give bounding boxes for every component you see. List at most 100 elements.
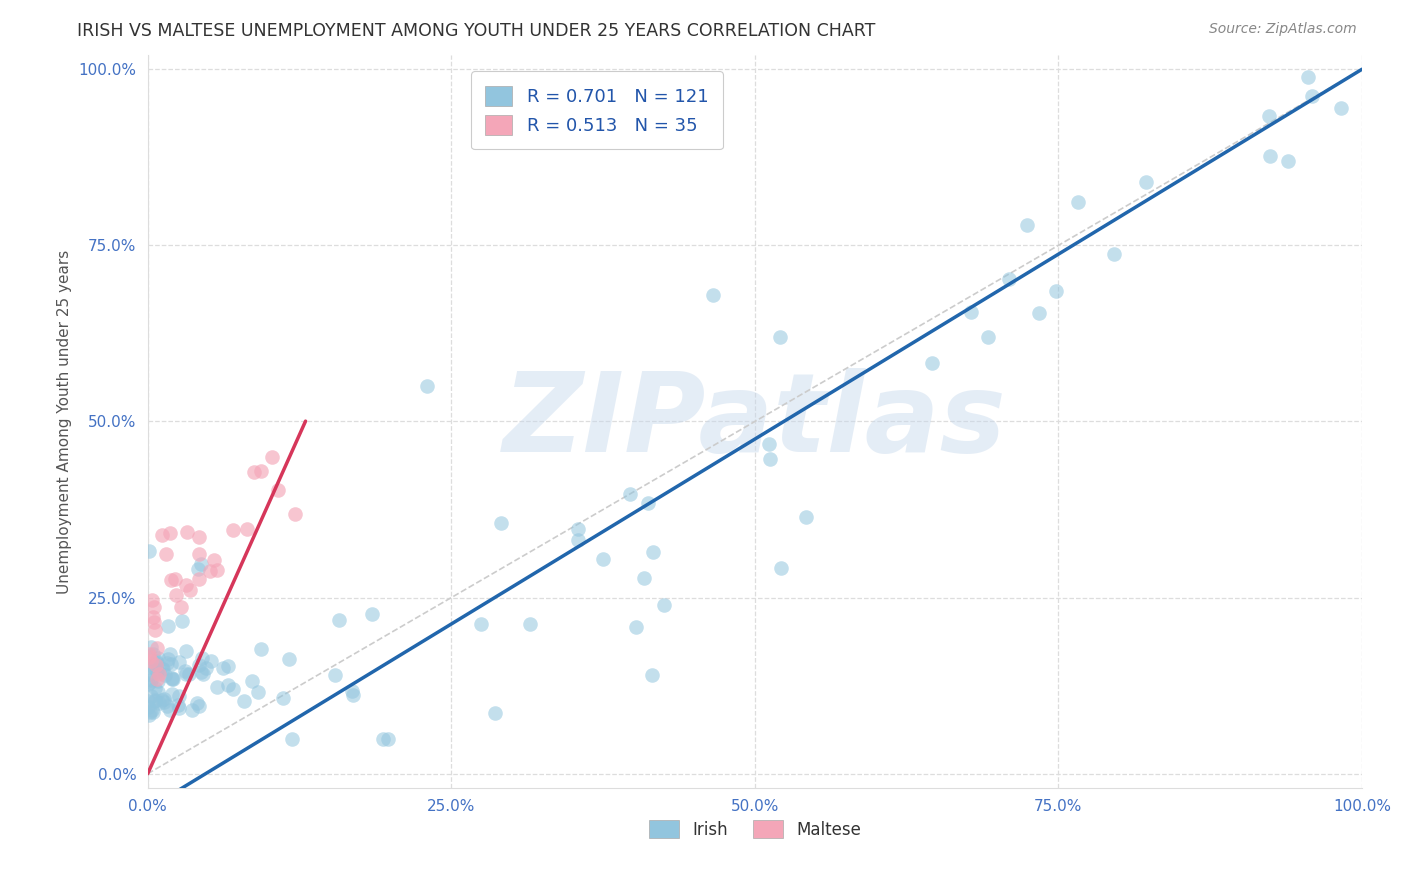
Point (377, 731, 399, 746)
Point (284, 508, 307, 522)
Point (247, 685, 270, 699)
Point (624, 620, 647, 634)
Point (567, 533, 589, 548)
Point (139, 674, 162, 689)
Point (165, 589, 187, 603)
Point (1067, 195, 1090, 210)
Text: ZIPatlas: ZIPatlas (503, 368, 1007, 475)
Point (271, 690, 294, 705)
Point (260, 450, 283, 464)
Point (142, 705, 165, 719)
Point (181, 703, 204, 717)
Point (325, 667, 347, 681)
Point (146, 656, 169, 670)
Point (758, 437, 780, 451)
Point (159, 703, 181, 717)
Point (373, 731, 395, 746)
Point (278, 652, 301, 666)
Point (191, 666, 214, 681)
Point (174, 578, 197, 592)
Point (176, 524, 198, 539)
Point (141, 703, 163, 717)
Point (1257, 109, 1279, 123)
Point (139, 640, 162, 655)
Point (619, 487, 641, 501)
Point (977, 330, 1000, 344)
Point (150, 662, 173, 676)
Point (143, 656, 166, 670)
Text: Source: ZipAtlas.com: Source: ZipAtlas.com (1209, 22, 1357, 37)
Point (998, 271, 1021, 285)
Point (145, 654, 167, 668)
Point (148, 673, 170, 688)
Point (160, 671, 183, 685)
Point (194, 661, 217, 675)
Point (139, 673, 162, 688)
Point (159, 525, 181, 540)
Point (162, 672, 184, 686)
Point (217, 659, 239, 673)
Point (187, 572, 209, 586)
Point (200, 654, 222, 668)
Point (758, 451, 780, 466)
Point (165, 572, 187, 586)
Point (250, 464, 273, 478)
Point (1296, 70, 1319, 84)
Point (236, 522, 259, 536)
Point (143, 693, 166, 707)
Point (150, 528, 173, 542)
Point (160, 687, 183, 701)
Point (136, 677, 159, 691)
Point (136, 699, 159, 714)
Point (1277, 154, 1299, 169)
Point (187, 561, 209, 575)
Legend: Irish, Maltese: Irish, Maltese (643, 814, 868, 846)
Point (160, 672, 183, 686)
Point (138, 647, 160, 661)
Point (416, 379, 439, 393)
Point (921, 356, 943, 370)
Point (143, 615, 166, 630)
Point (139, 654, 162, 668)
Point (143, 681, 166, 695)
Point (484, 706, 506, 721)
Point (641, 668, 664, 682)
Point (211, 661, 233, 675)
Point (489, 516, 512, 531)
Point (243, 465, 266, 479)
Point (138, 544, 160, 558)
Point (470, 617, 492, 632)
Point (155, 547, 177, 561)
Point (328, 613, 350, 627)
Point (1301, 89, 1323, 103)
Point (960, 305, 983, 319)
Point (221, 682, 243, 697)
Point (1330, 101, 1353, 115)
Point (167, 655, 190, 669)
Point (242, 673, 264, 688)
Point (143, 662, 166, 676)
Point (156, 699, 179, 714)
Point (143, 600, 166, 615)
Point (170, 599, 193, 614)
Point (145, 664, 167, 678)
Point (188, 547, 211, 561)
Point (250, 642, 273, 657)
Point (652, 598, 675, 612)
Point (637, 496, 659, 510)
Point (281, 731, 304, 746)
Point (187, 698, 209, 713)
Point (138, 667, 160, 681)
Point (148, 696, 170, 710)
Point (179, 667, 201, 681)
Point (217, 677, 239, 691)
Point (702, 287, 724, 301)
Point (160, 657, 183, 672)
Point (768, 330, 790, 344)
Point (342, 689, 364, 703)
Point (232, 694, 254, 708)
Point (156, 656, 179, 670)
Point (174, 643, 197, 657)
Point (156, 618, 179, 632)
Point (340, 684, 363, 698)
